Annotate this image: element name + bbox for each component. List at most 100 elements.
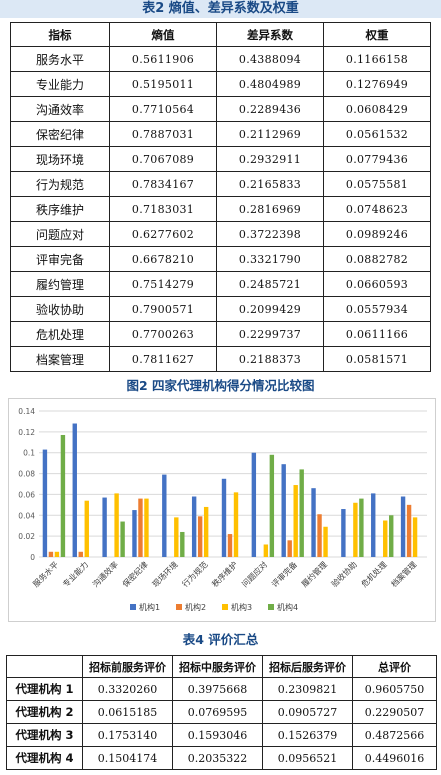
indicator-cell: 验收协助 — [10, 296, 110, 322]
difference-coefficient-cell: 0.2112969 — [216, 121, 324, 147]
table-row: 问题应对 0.6277602 0.3722398 0.0989246 — [10, 221, 431, 247]
weight-cell: 0.0575581 — [323, 171, 431, 197]
bar-机构3 — [383, 520, 388, 557]
bar-机构2 — [227, 534, 233, 557]
indicator-cell: 专业能力 — [10, 71, 110, 97]
table-row: 代理机构 3 0.1753140 0.1593046 0.1526379 0.48725… — [6, 723, 437, 747]
weight-cell: 0.0660593 — [323, 271, 431, 297]
bar-机构3 — [144, 498, 149, 557]
x-tick-label: 档案管理 — [389, 559, 419, 589]
y-tick-label: 0 — [30, 553, 35, 562]
y-tick-label: 0.08 — [18, 470, 35, 479]
bar-机构4 — [120, 521, 125, 557]
agent-name-cell: 代理机构 2 — [6, 700, 83, 724]
table-header-row: 招标前服务评价 招标中服务评价 招标后服务评价 总评价 — [6, 655, 437, 678]
table-row: 评审完备 0.6678210 0.3321790 0.0882782 — [10, 246, 431, 272]
bar-机构4 — [180, 531, 185, 557]
header-difference-coefficient: 差异系数 — [216, 22, 324, 47]
total-cell: 0.4872566 — [352, 723, 437, 747]
bar-机构4 — [359, 498, 364, 557]
bar-机构2 — [78, 551, 83, 557]
y-tick-label: 0.12 — [18, 428, 35, 437]
header-entropy: 熵值 — [109, 22, 217, 47]
entropy-cell: 0.7067089 — [109, 146, 217, 172]
bar-机构1 — [221, 478, 227, 557]
table-row: 服务水平 0.5611906 0.4388094 0.1166158 — [10, 46, 431, 72]
y-tick-label: 0.02 — [18, 532, 35, 541]
weight-cell: 0.1276949 — [323, 71, 431, 97]
bar-机构1 — [191, 496, 197, 557]
bar-机构1 — [162, 474, 167, 557]
entropy-cell: 0.7887031 — [109, 121, 217, 147]
table-row: 沟通效率 0.7710564 0.2289436 0.0608429 — [10, 96, 431, 122]
entropy-cell: 0.7900571 — [109, 296, 217, 322]
evaluation-summary-table: 招标前服务评价 招标中服务评价 招标后服务评价 总评价 代理机构 1 0.3320… — [6, 655, 437, 770]
table-row: 验收协助 0.7900571 0.2099429 0.0557934 — [10, 296, 431, 322]
mid-bid-cell: 0.2035322 — [172, 746, 263, 770]
difference-coefficient-cell: 0.2485721 — [216, 271, 324, 297]
weight-cell: 0.0561532 — [323, 121, 431, 147]
bar-机构1 — [102, 497, 107, 557]
weight-cell: 0.0748623 — [323, 196, 431, 222]
entropy-cell: 0.7183031 — [109, 196, 217, 222]
mid-bid-cell: 0.0769595 — [172, 700, 263, 724]
difference-coefficient-cell: 0.2299737 — [216, 321, 324, 347]
difference-coefficient-cell: 0.3722398 — [216, 221, 324, 247]
bar-机构1 — [341, 509, 346, 557]
indicator-cell: 档案管理 — [10, 346, 110, 372]
entropy-cell: 0.6277602 — [109, 221, 217, 247]
entropy-cell: 0.6678210 — [109, 246, 217, 272]
bar-机构4 — [60, 434, 66, 557]
bar-机构3 — [323, 526, 328, 557]
weight-cell: 0.0581571 — [323, 346, 431, 372]
table-row: 保密纪律 0.7887031 0.2112969 0.0561532 — [10, 121, 431, 147]
entropy-weight-table: 指标 熵值 差异系数 权重 服务水平 0.5611906 0.4388094 0.11… — [10, 22, 431, 372]
table-row: 现场环境 0.7067089 0.2932911 0.0779436 — [10, 146, 431, 172]
x-tick-label: 问题应对 — [240, 559, 270, 589]
indicator-cell: 履约管理 — [10, 271, 110, 297]
y-tick-label: 0.06 — [18, 490, 35, 499]
bar-机构3 — [114, 493, 119, 557]
table4-caption: 表4 评价汇总 — [182, 632, 259, 647]
table-row: 代理机构 1 0.3320260 0.3975668 0.2309821 0.96057… — [6, 677, 437, 701]
header-pre-bid: 招标前服务评价 — [82, 655, 173, 678]
difference-coefficient-cell: 0.4388094 — [216, 46, 324, 72]
header-agent — [6, 655, 83, 678]
bar-机构1 — [281, 464, 286, 557]
post-bid-cell: 0.1526379 — [262, 723, 353, 747]
weight-cell: 0.0611166 — [323, 321, 431, 347]
legend-label: 机构4 — [277, 602, 298, 612]
weight-cell: 0.0882782 — [323, 246, 431, 272]
table-row: 危机处理 0.7700263 0.2299737 0.0611166 — [10, 321, 431, 347]
x-tick-label: 保密纪律 — [120, 559, 150, 589]
mid-bid-cell: 0.3975668 — [172, 677, 263, 701]
x-tick-label: 现场环境 — [150, 559, 180, 589]
x-tick-label: 验收协助 — [329, 559, 359, 589]
difference-coefficient-cell: 0.2816969 — [216, 196, 324, 222]
legend-swatch — [130, 604, 136, 610]
x-tick-label: 危机处理 — [359, 559, 389, 589]
bar-机构2 — [406, 504, 412, 557]
bar-机构3 — [54, 551, 60, 557]
weight-cell: 0.1166158 — [323, 46, 431, 72]
indicator-cell: 问题应对 — [10, 221, 110, 247]
y-tick-label: 0.04 — [18, 511, 35, 520]
bar-机构2 — [48, 551, 54, 557]
entropy-cell: 0.7834167 — [109, 171, 217, 197]
entropy-cell: 0.7811627 — [109, 346, 217, 372]
header-mid-bid: 招标中服务评价 — [172, 655, 263, 678]
table-header-row: 指标 熵值 差异系数 权重 — [10, 22, 431, 47]
x-tick-label: 专业能力 — [60, 559, 90, 589]
bar-机构2 — [197, 516, 203, 557]
entropy-cell: 0.5195011 — [109, 71, 217, 97]
x-tick-label: 评审完备 — [269, 559, 299, 589]
post-bid-cell: 0.0905727 — [262, 700, 353, 724]
total-cell: 0.9605750 — [352, 677, 437, 701]
table-row: 专业能力 0.5195011 0.4804989 0.1276949 — [10, 71, 431, 97]
pre-bid-cell: 0.3320260 — [82, 677, 173, 701]
weight-cell: 0.0989246 — [323, 221, 431, 247]
indicator-cell: 保密纪律 — [10, 121, 110, 147]
legend-swatch — [222, 604, 228, 610]
bar-机构3 — [174, 517, 179, 557]
difference-coefficient-cell: 0.2289436 — [216, 96, 324, 122]
